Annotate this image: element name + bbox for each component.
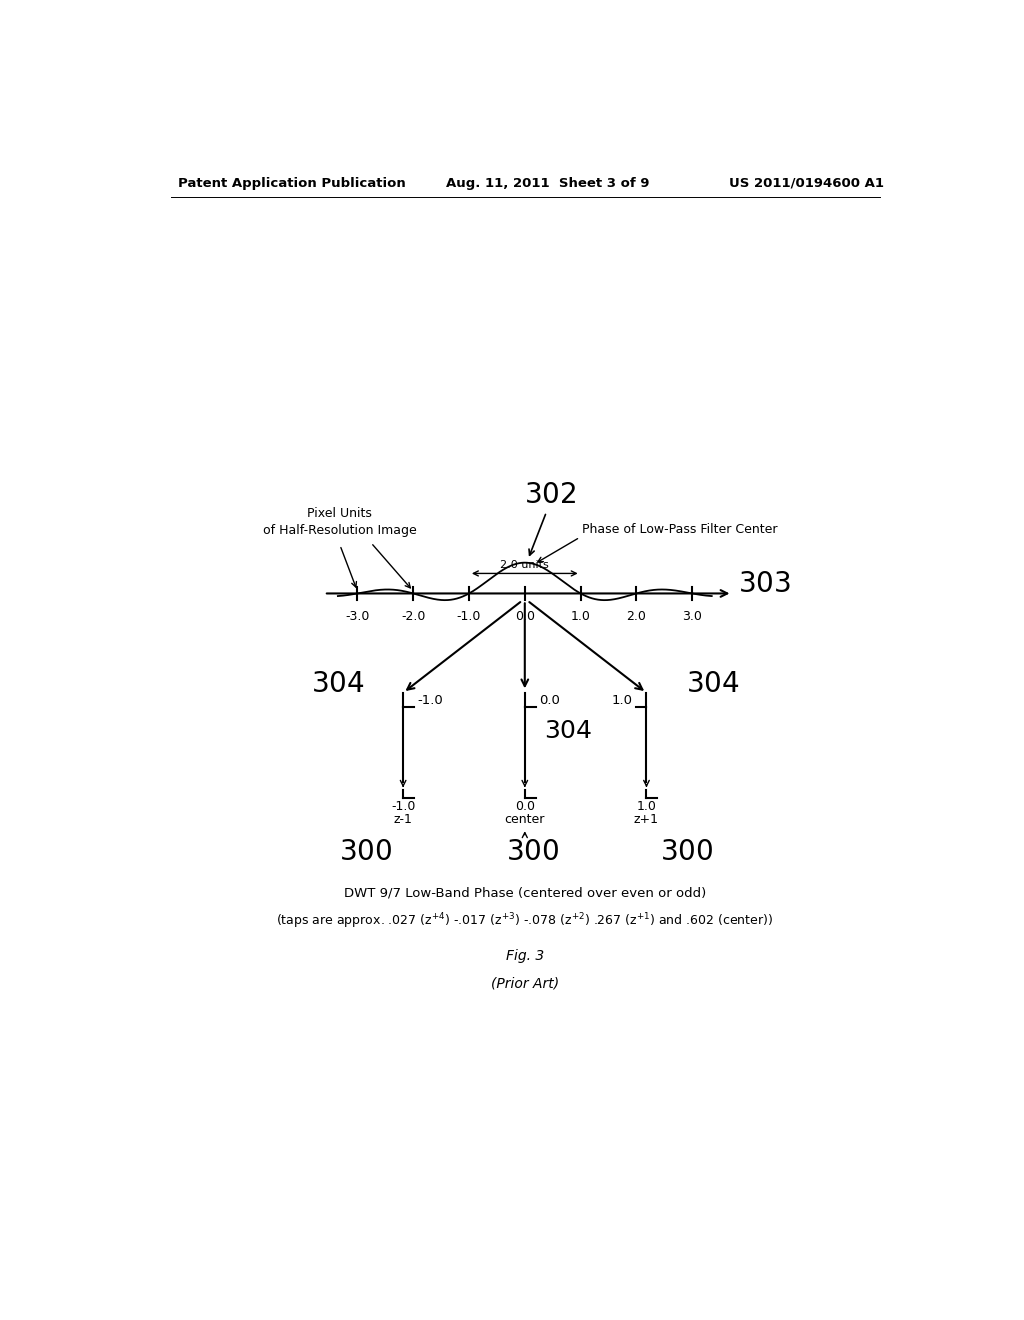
Text: $\mathit{304}$: $\mathit{304}$ <box>544 719 593 743</box>
Text: US 2011/0194600 A1: US 2011/0194600 A1 <box>729 177 884 190</box>
Text: Patent Application Publication: Patent Application Publication <box>178 177 407 190</box>
Text: 1.0: 1.0 <box>611 694 633 708</box>
Text: $\mathit{304}$: $\mathit{304}$ <box>686 669 739 697</box>
Text: z-1: z-1 <box>393 813 413 826</box>
Text: 2.0 units: 2.0 units <box>501 561 549 570</box>
Text: $\mathit{300}$: $\mathit{300}$ <box>506 838 559 866</box>
Text: 1.0: 1.0 <box>570 610 591 623</box>
Text: 0.0: 0.0 <box>539 694 560 708</box>
Text: -2.0: -2.0 <box>401 610 425 623</box>
Text: 0.0: 0.0 <box>515 800 535 813</box>
Text: DWT 9/7 Low-Band Phase (centered over even or odd): DWT 9/7 Low-Band Phase (centered over ev… <box>344 886 706 899</box>
Text: center: center <box>505 813 545 826</box>
Text: 1.0: 1.0 <box>637 800 656 813</box>
Text: 0.0: 0.0 <box>515 610 535 623</box>
Text: -1.0: -1.0 <box>417 694 442 708</box>
Text: Phase of Low-Pass Filter Center: Phase of Low-Pass Filter Center <box>582 523 777 536</box>
Text: $\mathit{300}$: $\mathit{300}$ <box>339 838 392 866</box>
Text: Aug. 11, 2011  Sheet 3 of 9: Aug. 11, 2011 Sheet 3 of 9 <box>445 177 649 190</box>
Text: $\mathit{302}$: $\mathit{302}$ <box>524 480 577 508</box>
Text: Fig. 3: Fig. 3 <box>506 949 544 964</box>
Text: z+1: z+1 <box>634 813 659 826</box>
Text: (taps are approx. .027 (z$^{\mathsf{+4}}$) -.017 (z$^{\mathsf{+3}}$) -.078 (z$^{: (taps are approx. .027 (z$^{\mathsf{+4}}… <box>276 912 773 931</box>
Text: -3.0: -3.0 <box>345 610 370 623</box>
Text: (Prior Art): (Prior Art) <box>490 977 559 991</box>
Text: Pixel Units
of Half-Resolution Image: Pixel Units of Half-Resolution Image <box>263 507 417 537</box>
Text: $\mathit{300}$: $\mathit{300}$ <box>660 838 714 866</box>
Text: -1.0: -1.0 <box>457 610 481 623</box>
Text: 2.0: 2.0 <box>627 610 646 623</box>
Text: 3.0: 3.0 <box>682 610 702 623</box>
Text: $\mathit{303}$: $\mathit{303}$ <box>738 570 791 598</box>
Text: -1.0: -1.0 <box>391 800 416 813</box>
Text: $\mathit{304}$: $\mathit{304}$ <box>310 669 364 697</box>
